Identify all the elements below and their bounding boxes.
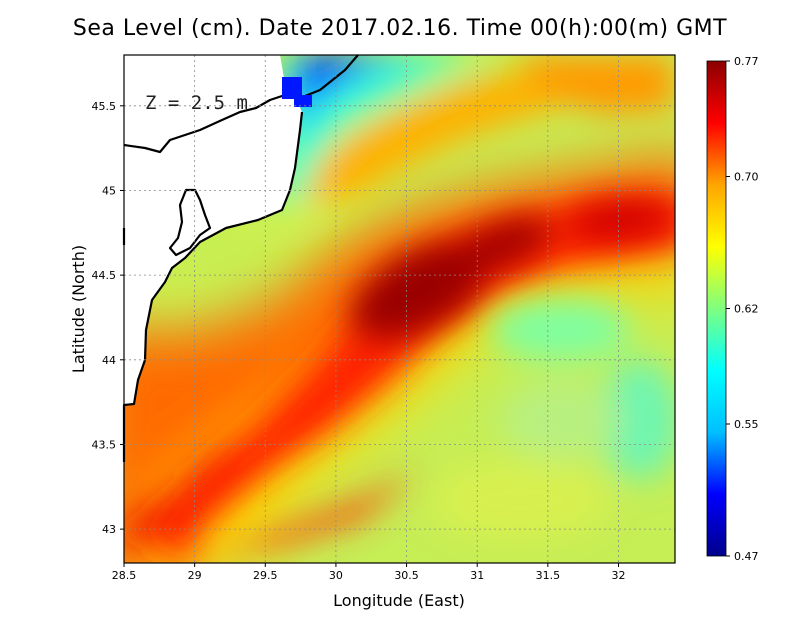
colorbar-ticks: 0.77 0.70 0.62 0.55 0.47: [726, 55, 759, 563]
x-tick-label: 29: [188, 569, 202, 582]
y-axis-label: Latitude (North): [69, 245, 88, 373]
x-ticks: 28.5 29 29.5 30 30.5 31 31.5 32: [112, 563, 625, 582]
colorbar-tick-label: 0.62: [734, 303, 759, 316]
y-tick-label: 45.5: [92, 100, 117, 113]
water-body-inland: [282, 77, 312, 107]
y-tick-label: 45: [102, 184, 116, 197]
y-tick-label: 43: [102, 523, 116, 536]
colorbar-tick-label: 0.70: [734, 171, 759, 184]
x-tick-label: 28.5: [112, 569, 137, 582]
x-tick-label: 30: [329, 569, 343, 582]
depth-annotation: Z = 2.5 m: [145, 92, 248, 114]
x-tick-label: 29.5: [253, 569, 278, 582]
colorbar-tick-label: 0.47: [734, 550, 759, 563]
y-ticks: 43 43.5 44 44.5 45 45.5: [92, 100, 124, 536]
y-tick-label: 43.5: [92, 438, 117, 451]
x-tick-label: 30.5: [394, 569, 419, 582]
plot-frame: [123, 54, 676, 564]
x-axis-label: Longitude (East): [333, 591, 465, 610]
x-tick-label: 31.5: [536, 569, 561, 582]
colorbar-tick-label: 0.77: [734, 55, 759, 68]
y-tick-label: 44: [102, 354, 116, 367]
colorbar-tick-label: 0.55: [734, 418, 759, 431]
chart-title: Sea Level (cm). Date 2017.02.16. Time 00…: [72, 16, 728, 41]
x-tick-label: 31: [470, 569, 484, 582]
y-tick-label: 44.5: [92, 269, 117, 282]
x-tick-label: 32: [611, 569, 625, 582]
gridlines: [124, 55, 675, 563]
colorbar: [706, 60, 727, 557]
